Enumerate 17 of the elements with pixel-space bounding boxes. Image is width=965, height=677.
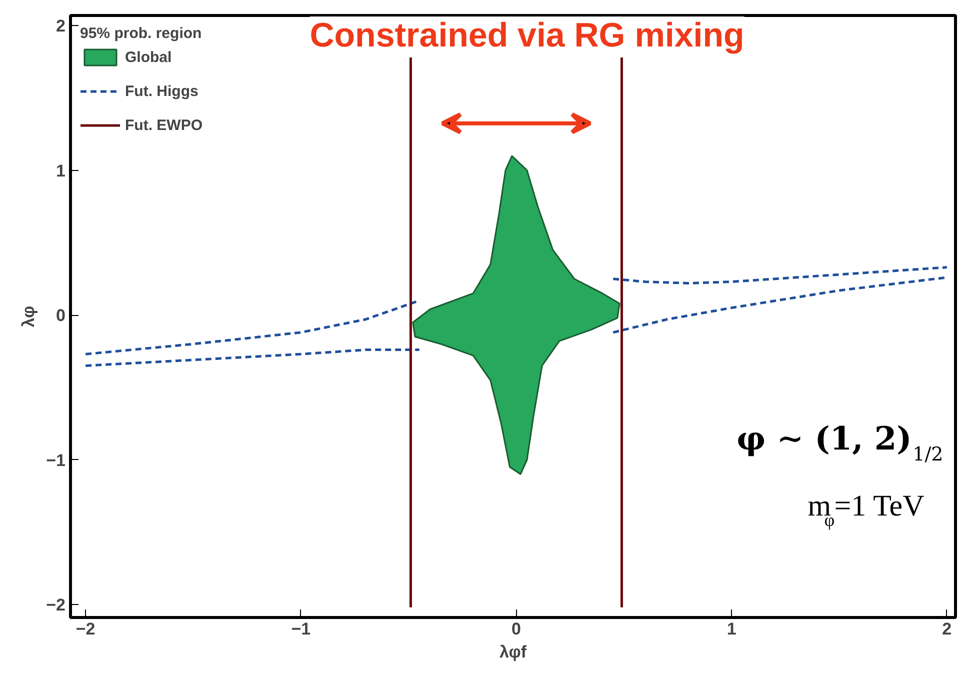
x-axis-title: λφf xyxy=(499,642,527,662)
legend-title: 95% prob. region xyxy=(80,25,202,42)
y-tick-label: 1 xyxy=(56,161,66,180)
legend-label: Global xyxy=(125,48,172,66)
legend-label: Fut. EWPO xyxy=(125,116,202,134)
y-tick-label: 2 xyxy=(56,16,66,36)
legend-label: Fut. Higgs xyxy=(125,82,198,100)
x-tick-label: 1 xyxy=(726,620,736,638)
y-tick-label: −2 xyxy=(46,595,66,614)
y-tick-label: 0 xyxy=(56,306,66,326)
x-tick-label: −1 xyxy=(291,620,311,638)
annotation: Constrained via RG mixing xyxy=(310,16,744,54)
x-tick-label: −2 xyxy=(76,620,96,638)
x-tick-label: 0 xyxy=(512,620,521,638)
x-tick-label: 2 xyxy=(942,620,952,638)
y-tick-label: −1 xyxy=(46,450,66,470)
y-axis-title: λφ xyxy=(19,306,38,328)
